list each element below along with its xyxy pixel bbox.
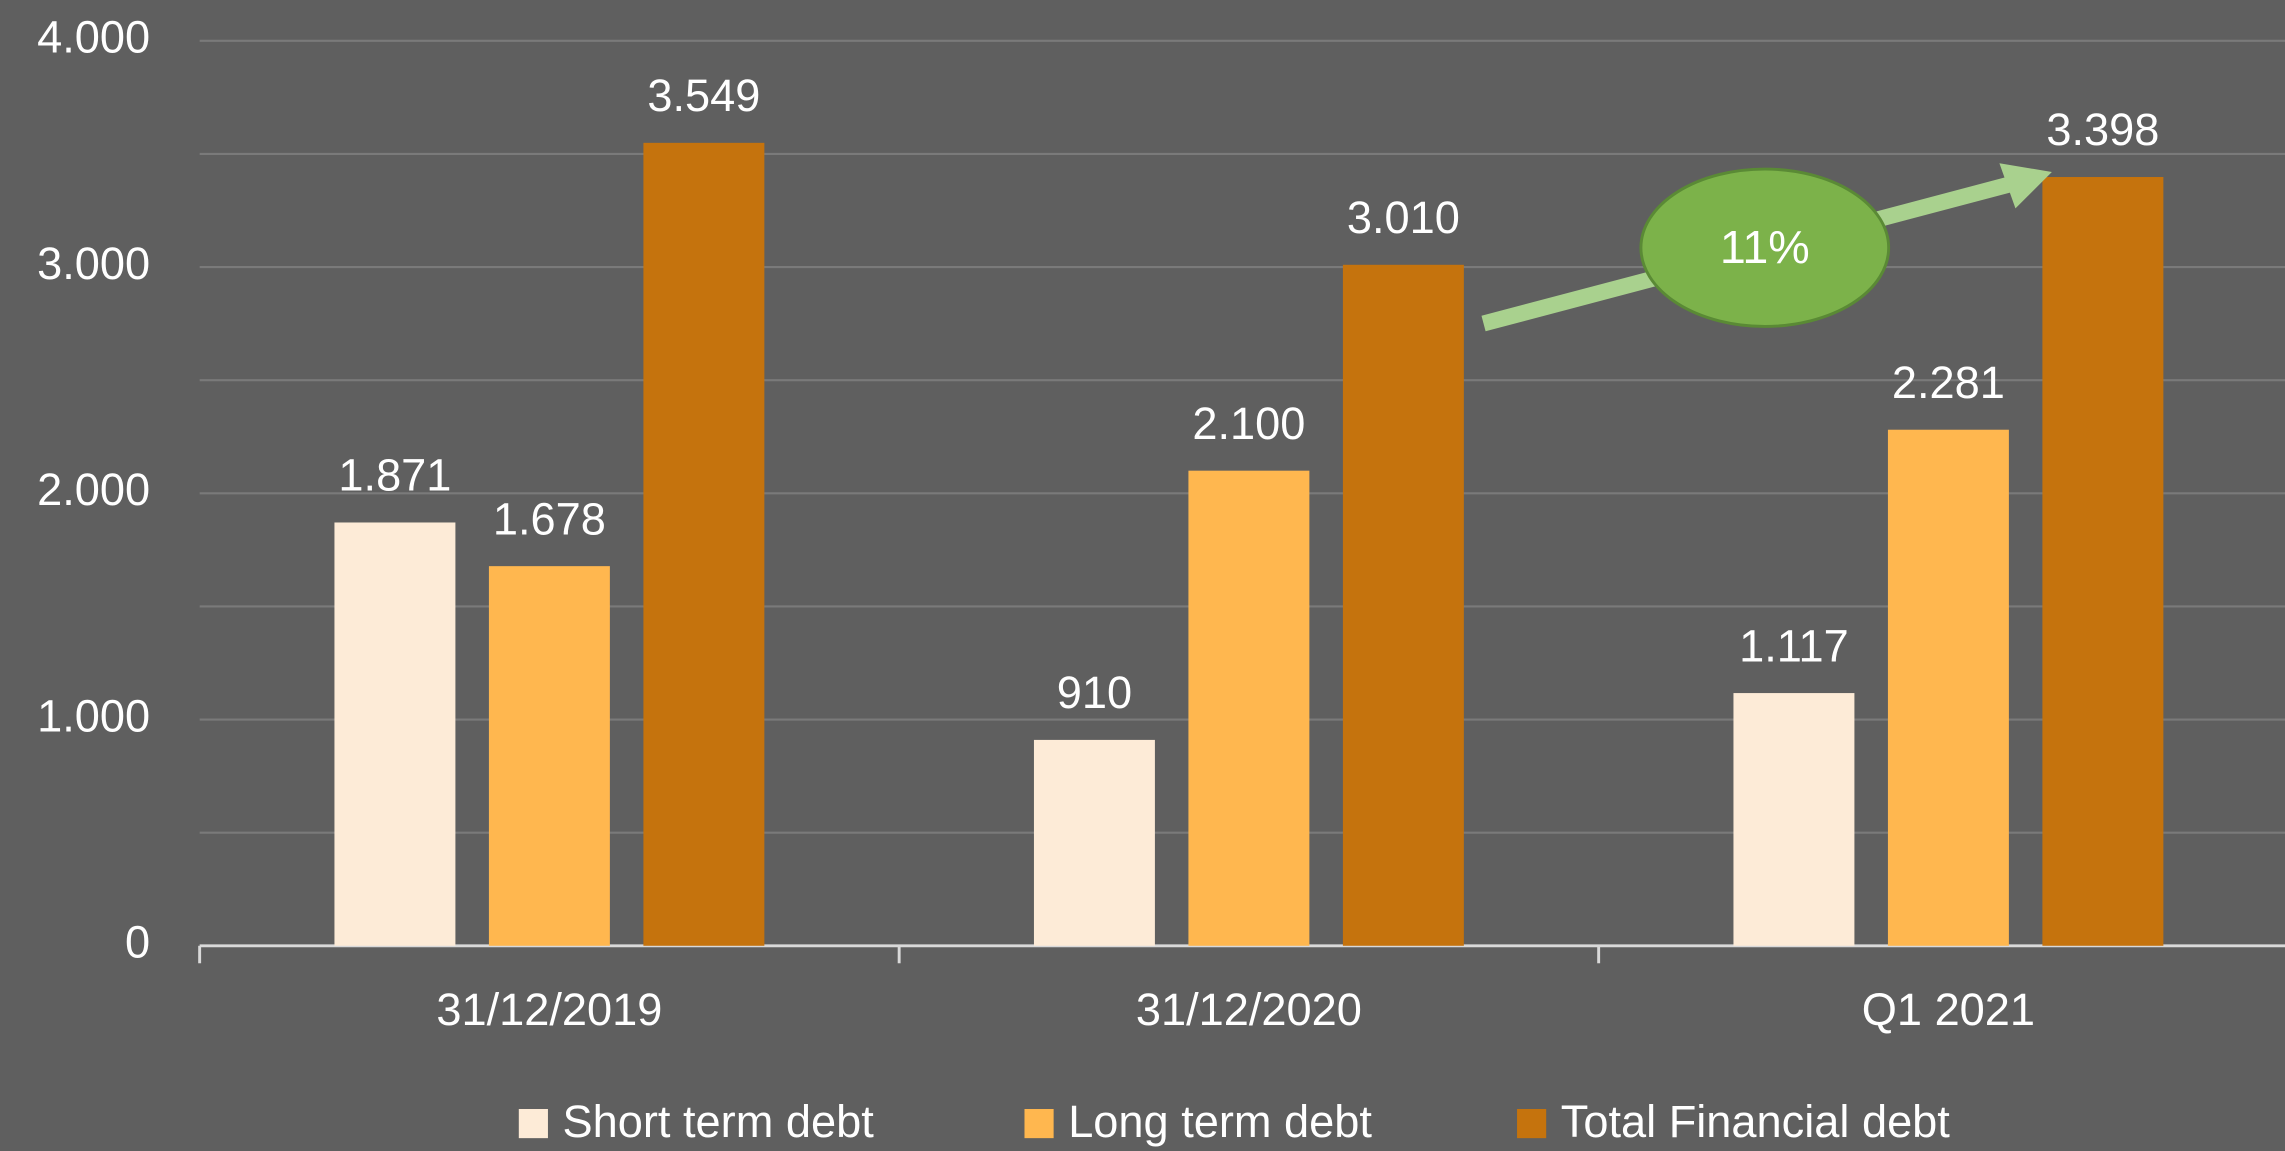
value-label: 3.549 [647,70,760,121]
value-label: 910 [1057,667,1132,718]
value-label: 1.678 [493,493,606,544]
legend-label: Long term debt [1068,1096,1372,1147]
bar [1342,264,1464,946]
bar [2042,177,2164,946]
value-label: 2.100 [1192,398,1305,449]
bar [1733,693,1855,946]
annotation-bubble [1639,167,1891,328]
bar [334,522,456,946]
y-tick-label: 4.000 [37,12,150,63]
value-label: 1.871 [338,450,451,501]
bar [1188,470,1310,946]
bar [643,142,765,946]
bar [488,566,610,946]
arrow-head [1999,163,2052,209]
legend-swatch [518,1109,548,1139]
bar [1887,429,2009,946]
legend-swatch [1517,1109,1547,1139]
y-tick-label: 1.000 [37,690,150,741]
value-label: 1.117 [1739,620,1849,671]
y-tick-label: 2.000 [37,464,150,515]
value-label: 3.398 [2046,104,2159,155]
legend-label: Short term debt [563,1096,875,1147]
y-tick-label: 3.000 [37,238,150,289]
x-tick-label: Q1 2021 [1862,984,2035,1035]
y-tick-label: 0 [125,917,150,968]
plot: 0 1.000 2.000 3.000 4.000 31/12/2019 1.871 1.67… [37,12,2285,1147]
x-tick-label: 31/12/2019 [436,984,662,1035]
value-label: 3.010 [1347,192,1460,243]
value-label: 2.281 [1892,357,2005,408]
bar [1033,739,1155,946]
legend-swatch [1024,1109,1054,1139]
legend-label: Total Financial debt [1561,1096,1951,1147]
x-tick-label: 31/12/2020 [1136,984,1362,1035]
annotation-text: 11% [1720,221,1810,273]
